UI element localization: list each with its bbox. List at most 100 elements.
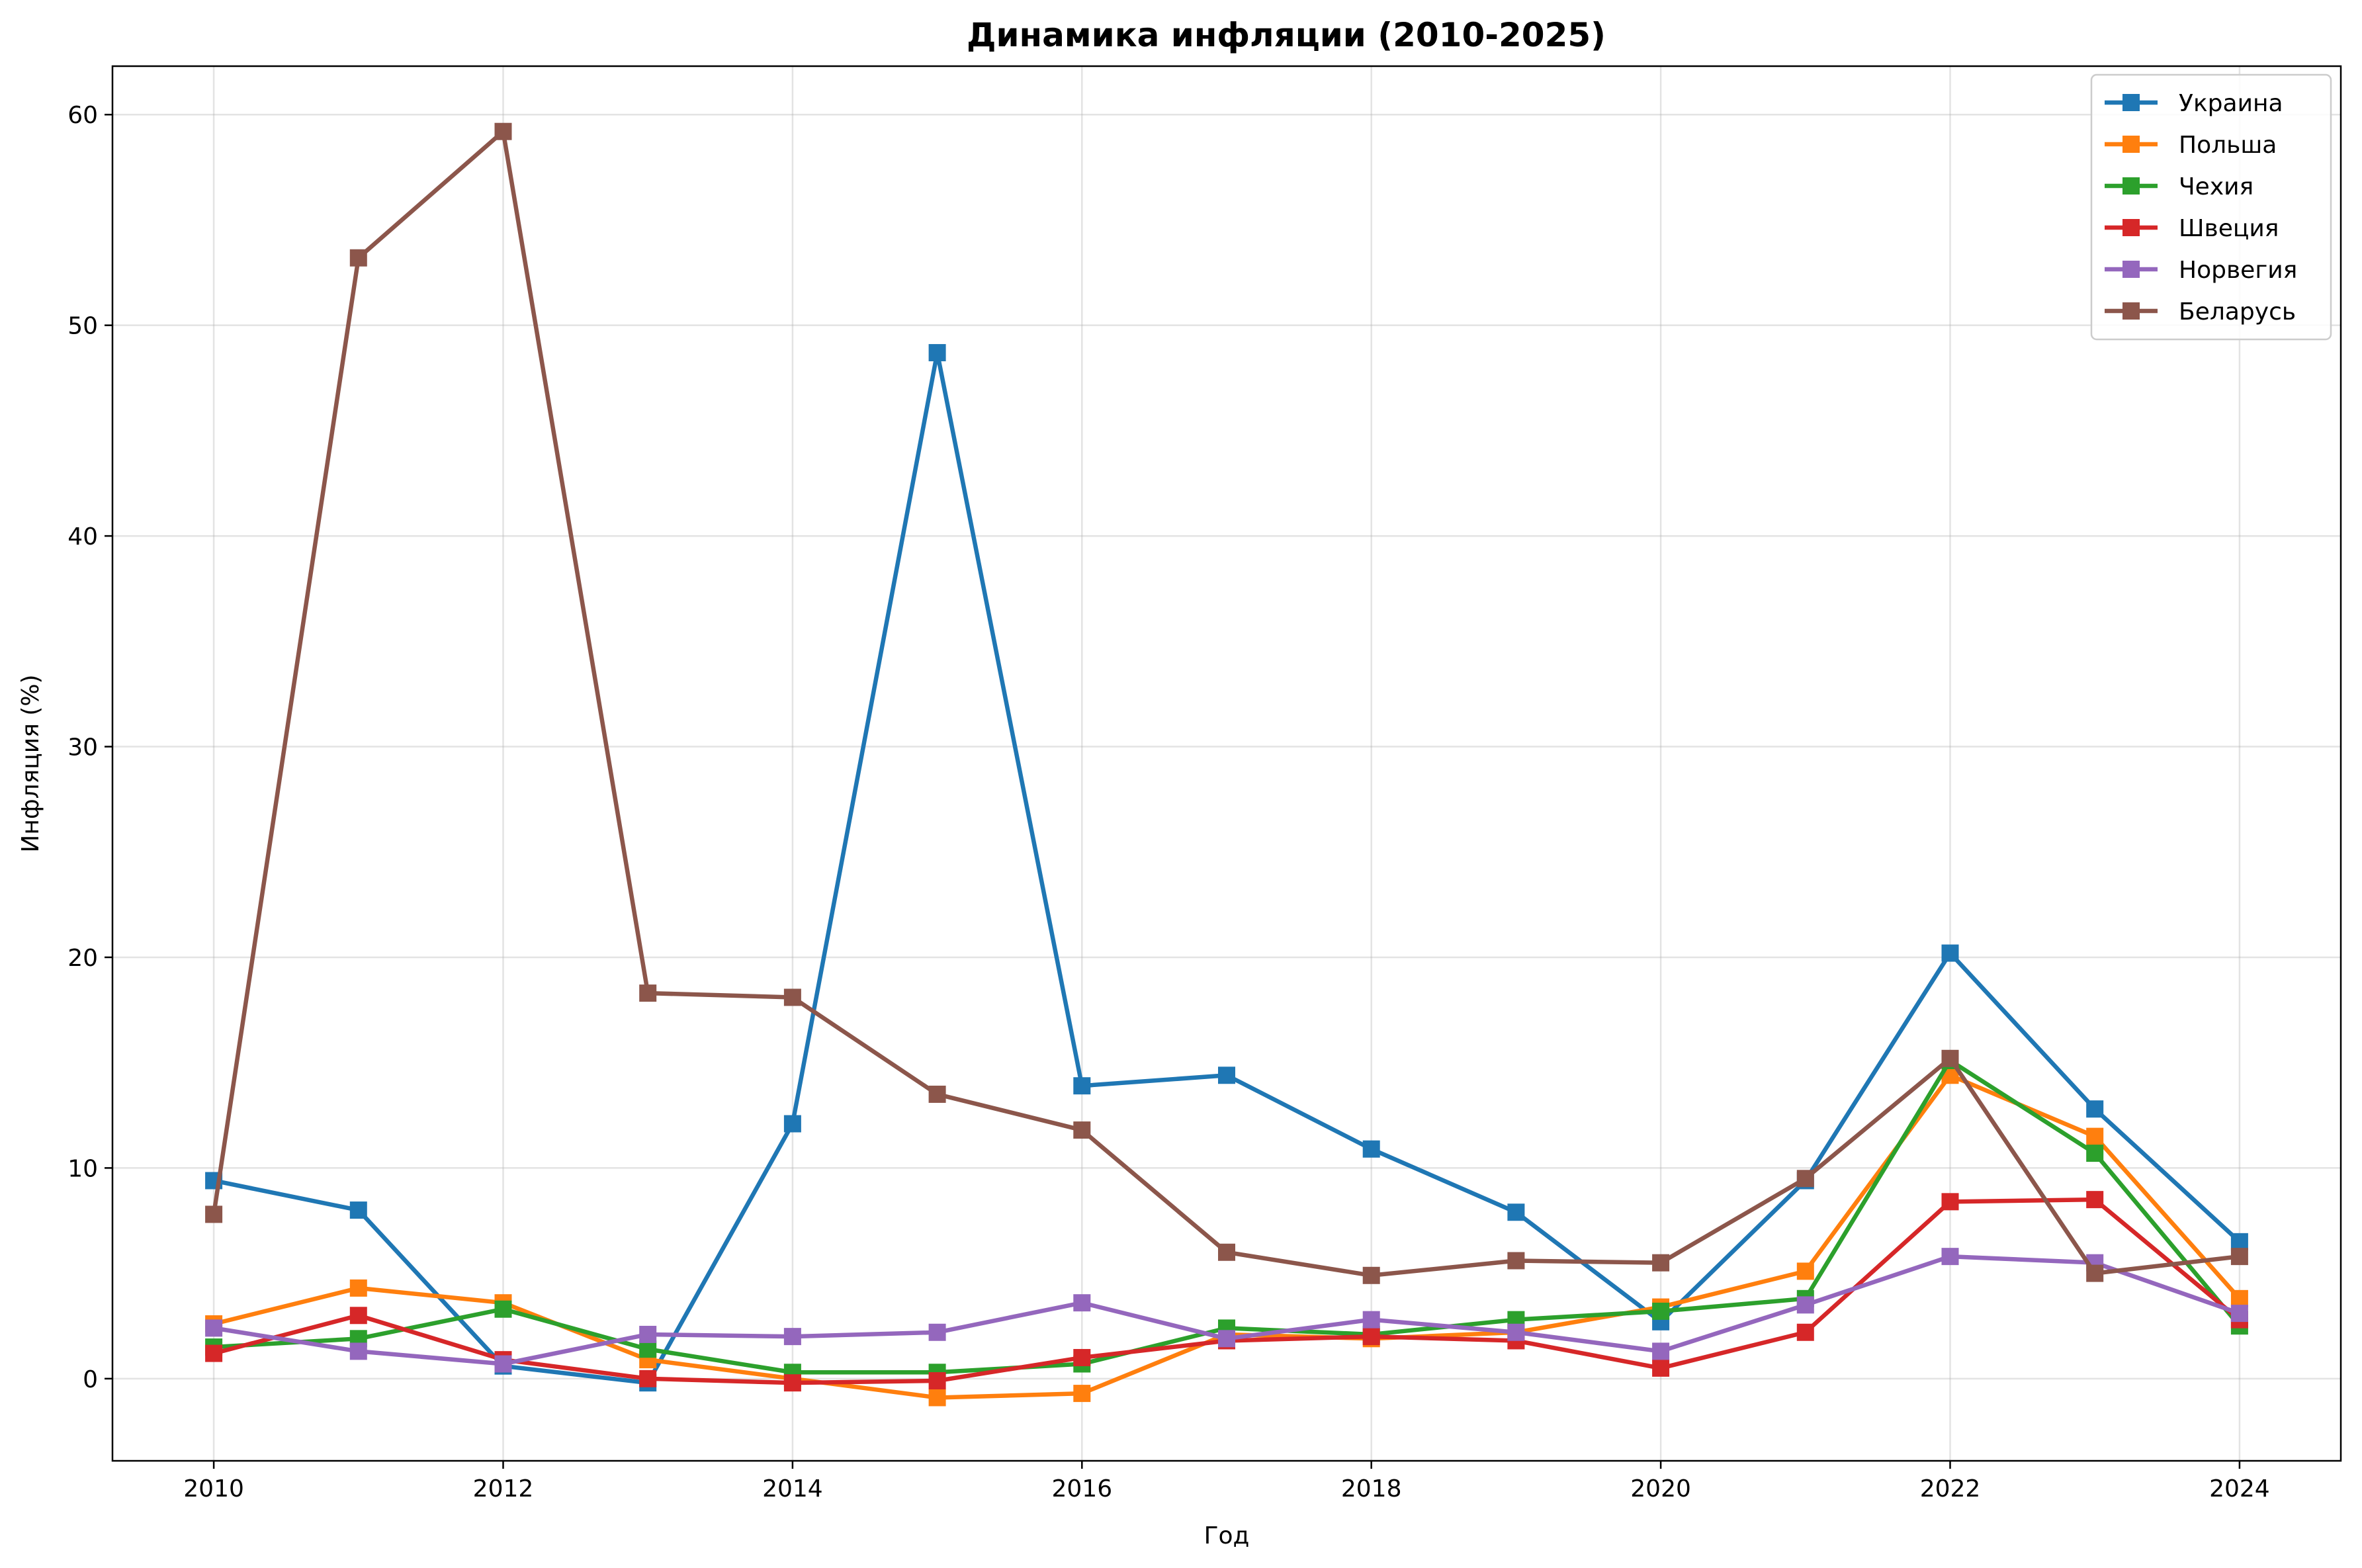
x-tick-label: 2016 [1051, 1475, 1112, 1503]
legend-item: Норвегия [2105, 257, 2297, 284]
data-point [928, 1389, 946, 1407]
y-tick-label: 10 [67, 1155, 98, 1182]
legend-marker [2122, 219, 2140, 236]
y-tick-label: 20 [67, 945, 98, 972]
series-1 [205, 344, 2248, 1392]
data-point [1652, 1254, 1670, 1272]
data-point [1941, 1248, 1959, 1266]
data-point [783, 1328, 801, 1346]
data-point [2086, 1191, 2104, 1209]
data-point [639, 1340, 657, 1358]
chart-title: Динамика инфляции (2010-2025) [967, 16, 1606, 54]
series-line [211, 129, 2242, 1278]
data-point [1652, 1342, 1670, 1360]
data-point [2230, 1305, 2248, 1323]
x-axis-label: Год [1204, 1522, 1250, 1549]
legend: Украина Польша Чехия Швеция Норвегия Беларусь [2090, 73, 2332, 341]
legend-item: Швеция [2105, 215, 2279, 242]
series-group [205, 122, 2248, 1407]
data-point [1218, 1243, 1235, 1261]
series-line [211, 350, 2242, 1385]
data-point [928, 1323, 946, 1341]
data-point [2086, 1127, 2104, 1145]
legend-marker [2122, 261, 2140, 278]
data-point [349, 1342, 367, 1360]
data-point [1362, 1140, 1380, 1158]
x-tick-label: 2014 [762, 1475, 823, 1503]
data-point [783, 1115, 801, 1133]
plot-frame [111, 65, 2342, 1462]
legend-label: Польша [2179, 132, 2277, 159]
x-tick-label: 2010 [183, 1475, 244, 1503]
data-point [1362, 1311, 1380, 1328]
y-tick-label: 40 [67, 523, 98, 550]
data-point [1796, 1296, 1814, 1314]
data-point [494, 1300, 512, 1318]
legend-item: Чехия [2105, 173, 2253, 200]
data-point [2086, 1100, 2104, 1118]
legend-marker [2122, 136, 2140, 153]
data-point [928, 1085, 946, 1103]
x-tick-label: 2012 [473, 1475, 534, 1503]
series-6 [205, 122, 2248, 1284]
legend-item: Польша [2105, 132, 2277, 159]
legend-label: Норвегия [2179, 257, 2297, 284]
data-point [1652, 1302, 1670, 1320]
data-point [1073, 1077, 1091, 1095]
data-point [1796, 1323, 1814, 1341]
data-point [2086, 1264, 2104, 1282]
legend-item: Украина [2105, 90, 2283, 117]
data-point [928, 1372, 946, 1389]
data-point [1796, 1170, 1814, 1188]
data-point [1073, 1348, 1091, 1366]
data-point [1218, 1330, 1235, 1348]
x-tick-label: 2024 [2209, 1475, 2270, 1503]
data-point [639, 1325, 657, 1343]
data-point [349, 1279, 367, 1297]
x-tick-label: 2022 [1920, 1475, 1981, 1503]
data-point [1362, 1328, 1380, 1346]
legend-box [2090, 73, 2332, 341]
legend-label: Украина [2179, 90, 2283, 117]
data-point [349, 249, 367, 267]
legend-marker [2122, 94, 2140, 111]
data-point [349, 1307, 367, 1325]
data-point [1362, 1266, 1380, 1284]
x-tick-label: 2018 [1341, 1475, 1402, 1503]
legend-item: Беларусь [2105, 298, 2296, 326]
data-point [1507, 1252, 1525, 1270]
data-point [639, 984, 657, 1002]
legend-label: Чехия [2179, 173, 2253, 200]
data-point [1652, 1359, 1670, 1377]
grid [112, 66, 2341, 1461]
data-point [1507, 1203, 1525, 1221]
data-point [494, 122, 512, 140]
data-point [1218, 1067, 1235, 1084]
data-point [2230, 1248, 2248, 1266]
data-point [1073, 1294, 1091, 1312]
legend-label: Беларусь [2179, 298, 2296, 326]
data-point [783, 988, 801, 1006]
data-point [1507, 1323, 1525, 1341]
data-point [1796, 1262, 1814, 1280]
data-point [2086, 1145, 2104, 1162]
series-5 [205, 1248, 2248, 1373]
data-point [349, 1201, 367, 1219]
data-point [205, 1319, 223, 1337]
data-point [2230, 1233, 2248, 1250]
legend-label: Швеция [2179, 215, 2279, 242]
data-point [783, 1374, 801, 1392]
y-tick-label: 30 [67, 734, 98, 762]
data-point [1073, 1121, 1091, 1139]
data-point [205, 1344, 223, 1362]
data-point [1941, 944, 1959, 962]
y-tick-label: 50 [67, 313, 98, 340]
legend-marker [2122, 302, 2140, 320]
y-tick-label: 60 [67, 102, 98, 129]
data-point [1073, 1385, 1091, 1403]
data-point [2230, 1289, 2248, 1307]
data-point [205, 1205, 223, 1223]
series-line [211, 1197, 2242, 1385]
axis-ticks: 2010 2012 2014 2016 2018 2020 2022 2024 0 10 20 30 4… [67, 102, 2270, 1503]
